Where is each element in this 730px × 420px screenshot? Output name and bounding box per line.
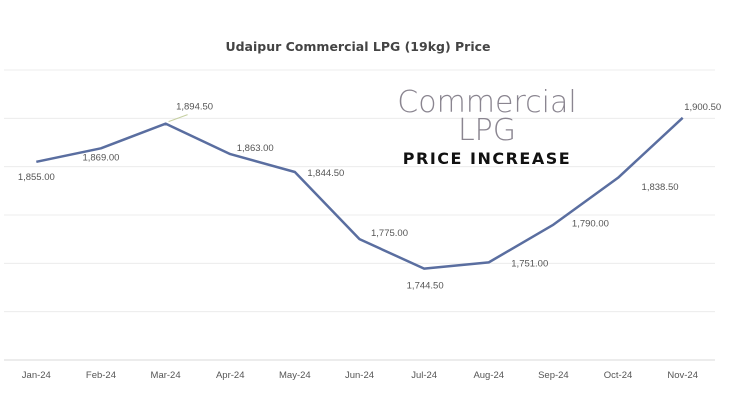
overlay-price-increase: PRICE INCREASE — [403, 149, 571, 168]
series-price — [36, 116, 684, 270]
data-label: 1,900.50 — [684, 102, 721, 113]
leader-line — [168, 114, 188, 123]
x-tick-label: Jan-24 — [22, 370, 51, 381]
data-label: 1,751.00 — [511, 258, 548, 269]
x-tick-label: Apr-24 — [216, 370, 245, 381]
data-label: 1,790.00 — [572, 219, 609, 230]
overlay-commercial: Commercial — [397, 85, 576, 120]
x-tick-label: Feb-24 — [86, 370, 116, 381]
overlay-banner: Commercial LPG PRICE INCREASE — [397, 85, 576, 168]
data-label: 1,863.00 — [237, 143, 274, 154]
x-axis-ticks: Jan-24 Feb-24 Mar-24 Apr-24 May-24 Jun-24 Jul-… — [22, 370, 698, 381]
data-label: 1,775.00 — [371, 228, 408, 239]
data-label: 1,838.50 — [642, 182, 679, 193]
data-label: 1,844.50 — [307, 168, 344, 179]
series-line — [36, 116, 684, 270]
data-label: 1,855.00 — [18, 172, 55, 183]
data-label: 1,894.50 — [176, 102, 213, 113]
gridlines — [4, 69, 715, 361]
x-tick-label: Nov-24 — [667, 370, 698, 381]
x-tick-label: May-24 — [279, 370, 311, 381]
data-label: 1,869.00 — [82, 152, 119, 163]
data-label: 1,744.50 — [407, 281, 444, 292]
x-tick-label: Aug-24 — [473, 370, 504, 381]
data-labels: 1,855.00 1,869.00 1,894.50 1,863.00 1,844.50… — [18, 102, 721, 292]
x-tick-label: Jul-24 — [411, 370, 437, 381]
x-tick-label: Sep-24 — [538, 370, 569, 381]
x-tick-label: Mar-24 — [151, 370, 181, 381]
chart-title: Udaipur Commercial LPG (19kg) Price — [225, 39, 490, 54]
x-tick-label: Jun-24 — [345, 370, 374, 381]
x-tick-label: Oct-24 — [604, 370, 633, 381]
overlay-lpg: LPG — [458, 113, 516, 148]
